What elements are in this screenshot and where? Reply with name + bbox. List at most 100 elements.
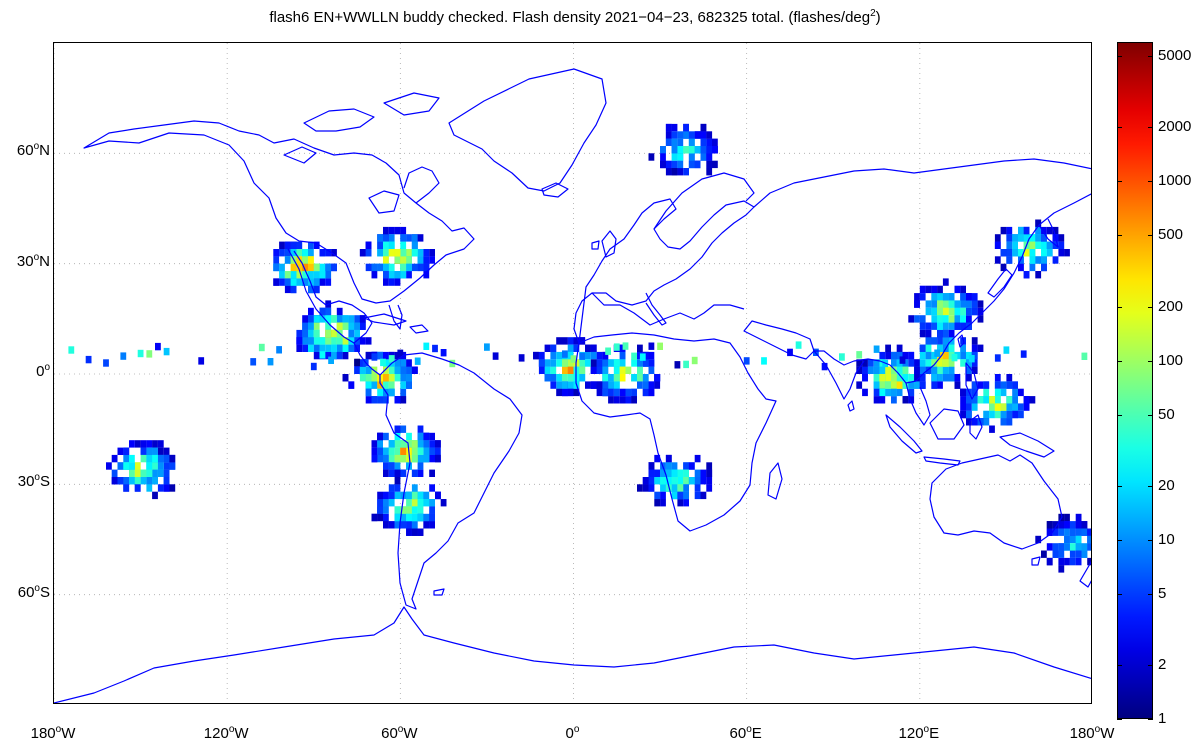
flash-cell bbox=[383, 447, 389, 455]
flash-cell bbox=[1000, 388, 1007, 397]
flash-cell bbox=[700, 138, 707, 146]
flash-cell bbox=[1035, 256, 1042, 264]
flash-cell bbox=[706, 160, 713, 169]
map-panel bbox=[53, 42, 1092, 704]
flash-cell bbox=[954, 374, 961, 382]
flash-cell bbox=[931, 359, 938, 367]
flash-cell bbox=[377, 234, 383, 242]
flash-cell bbox=[423, 447, 430, 455]
flash-cell bbox=[123, 447, 130, 455]
flash-cell bbox=[1069, 557, 1076, 566]
flash-cell bbox=[1012, 234, 1018, 242]
flash-cell bbox=[417, 249, 424, 257]
flash-cell bbox=[856, 359, 863, 367]
flash-cell bbox=[602, 374, 609, 382]
coast-sri-lanka bbox=[847, 400, 855, 412]
flash-cell bbox=[966, 374, 972, 382]
flash-cell bbox=[296, 271, 303, 279]
flash-cell bbox=[152, 491, 158, 500]
flash-cell bbox=[331, 315, 337, 323]
flash-cell bbox=[152, 440, 158, 448]
flash-cell bbox=[406, 491, 412, 500]
flash-cell bbox=[948, 374, 955, 382]
flash-cell bbox=[359, 366, 366, 374]
flash-cell bbox=[394, 249, 401, 257]
coast-hudson-bay bbox=[368, 190, 400, 214]
flash-cell bbox=[896, 351, 903, 360]
flash-cell bbox=[660, 477, 666, 485]
flash-cell bbox=[683, 168, 689, 176]
flash-cell bbox=[359, 249, 366, 257]
flash-cell bbox=[394, 521, 401, 529]
flash-cell bbox=[406, 234, 412, 242]
flash-cell bbox=[839, 353, 845, 361]
flash-cell bbox=[400, 359, 407, 367]
flash-cell bbox=[925, 307, 932, 316]
coast-indochina bbox=[905, 382, 931, 426]
flash-cell bbox=[700, 146, 707, 154]
flash-cell bbox=[302, 278, 308, 286]
flash-cell bbox=[977, 315, 984, 323]
flash-cell bbox=[111, 454, 118, 463]
flash-cell bbox=[152, 477, 158, 485]
flash-cell bbox=[989, 396, 995, 404]
flash-cell bbox=[429, 454, 435, 463]
flash-cell bbox=[290, 285, 297, 294]
flash-cell bbox=[388, 355, 395, 363]
flash-cell bbox=[1069, 528, 1076, 536]
flash-cell bbox=[394, 440, 401, 448]
flash-cell bbox=[406, 440, 412, 448]
flash-cell bbox=[919, 315, 926, 323]
flash-cell bbox=[296, 337, 303, 345]
flash-cell bbox=[1035, 219, 1042, 227]
flash-cell bbox=[683, 491, 689, 500]
flash-cell bbox=[383, 491, 389, 500]
flash-cell bbox=[1064, 528, 1070, 536]
flash-cell bbox=[994, 374, 1001, 382]
flash-cell bbox=[273, 249, 280, 257]
lon-tick-label: 120oW bbox=[203, 724, 249, 742]
flash-cell bbox=[567, 366, 574, 374]
flash-cell bbox=[302, 329, 308, 338]
flash-cell bbox=[117, 462, 124, 470]
flash-cell bbox=[942, 337, 949, 345]
flash-cell bbox=[637, 381, 643, 389]
flash-cell bbox=[411, 366, 418, 374]
coast-tasmania bbox=[1031, 556, 1041, 566]
flash-cell bbox=[700, 123, 707, 132]
coastlines bbox=[54, 68, 1091, 703]
flash-cell bbox=[1035, 535, 1042, 544]
flash-cell bbox=[302, 337, 308, 345]
flash-cell bbox=[146, 469, 153, 477]
flash-cell bbox=[896, 366, 903, 374]
flash-cell bbox=[388, 278, 395, 286]
flash-cell bbox=[648, 477, 655, 485]
flash-cell bbox=[377, 381, 383, 389]
flash-cell bbox=[544, 366, 551, 374]
flash-cell bbox=[492, 352, 499, 360]
flash-cell bbox=[550, 374, 557, 382]
flash-cell bbox=[388, 374, 395, 382]
flash-cell bbox=[544, 344, 551, 352]
flash-cell bbox=[683, 462, 689, 470]
flash-cell bbox=[1041, 226, 1047, 235]
flash-cell bbox=[648, 469, 655, 477]
flash-cell bbox=[931, 315, 938, 323]
flash-cell bbox=[954, 300, 961, 308]
flash-cell bbox=[371, 263, 378, 272]
flash-cell bbox=[983, 410, 990, 419]
flash-cell bbox=[937, 344, 943, 352]
flash-cell bbox=[562, 374, 568, 382]
flash-cell bbox=[400, 374, 407, 382]
flash-cell bbox=[1081, 543, 1088, 551]
flash-cell bbox=[966, 359, 972, 367]
flash-cell bbox=[400, 469, 407, 477]
flash-cell bbox=[1058, 565, 1065, 573]
flash-cell bbox=[671, 160, 678, 169]
flash-cell bbox=[423, 454, 430, 463]
flash-cell bbox=[423, 271, 430, 279]
flash-cell bbox=[429, 484, 435, 492]
flash-cell bbox=[665, 454, 672, 463]
flash-cell bbox=[394, 359, 401, 367]
flash-cell bbox=[712, 160, 718, 169]
